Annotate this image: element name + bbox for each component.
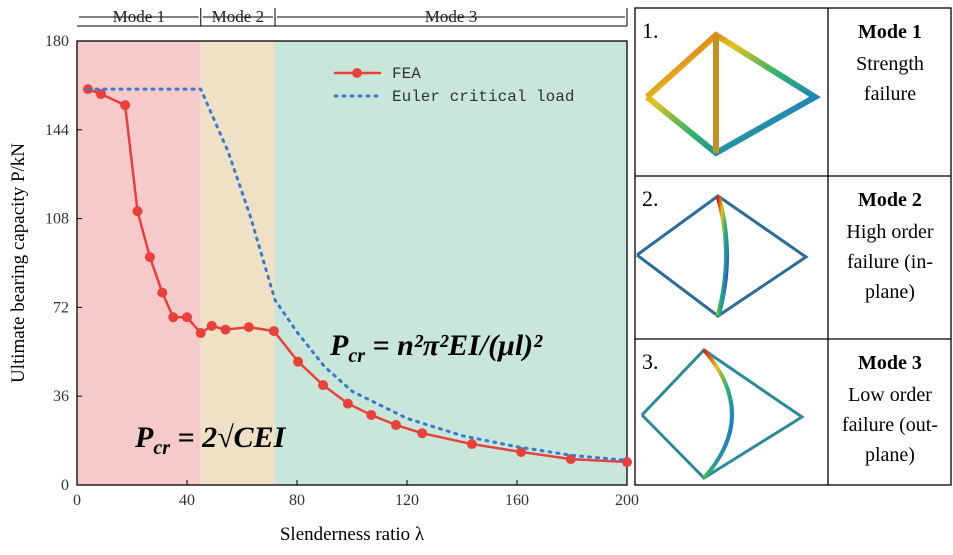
- legend-marker: [352, 68, 362, 78]
- data-point: [391, 420, 401, 430]
- panel-title: Mode 3: [858, 352, 922, 374]
- panel-text: Strength: [856, 53, 924, 75]
- data-point: [157, 288, 167, 298]
- x-tick-label: 40: [179, 492, 195, 509]
- data-point: [366, 410, 376, 420]
- data-point: [343, 399, 353, 409]
- panel-number: 3.: [642, 349, 659, 374]
- panel-text: failure: [864, 83, 916, 105]
- panel-number: 1.: [642, 18, 659, 43]
- formula-sub: cr: [153, 437, 170, 459]
- formula-base: P: [329, 329, 349, 362]
- y-tick-label: 36: [53, 388, 69, 405]
- data-point: [182, 312, 192, 322]
- region-label: Mode 2: [212, 7, 264, 26]
- y-tick-label: 180: [45, 33, 69, 50]
- mode-3-shape: [642, 350, 802, 478]
- data-point: [417, 428, 427, 438]
- mode-1-shape: [647, 35, 815, 153]
- y-tick-label: 72: [53, 299, 69, 316]
- data-point: [244, 322, 254, 332]
- panel-number: 2.: [642, 186, 659, 211]
- panel-text: failure (in-: [847, 251, 933, 273]
- x-tick-label: 200: [615, 492, 639, 509]
- region-label: Mode 3: [425, 7, 477, 26]
- formula-base: P: [134, 421, 154, 454]
- figure: Mode 1 Mode 2 Mode 3 0 40 80 120 160 200 0 36 72 108…: [0, 0, 953, 550]
- data-point: [196, 328, 206, 338]
- data-point: [207, 321, 217, 331]
- x-tick-label: 120: [395, 492, 419, 509]
- data-point: [221, 325, 231, 335]
- panel-text: plane): [865, 444, 915, 466]
- x-tick-label: 80: [289, 492, 305, 509]
- mode-2-shape: [637, 196, 806, 316]
- panel-text: Low order: [848, 384, 932, 406]
- legend-label: Euler critical load: [392, 88, 574, 106]
- formula-rest: = 2√CEI: [170, 421, 287, 454]
- formula-rest: = n²π²EI/(μl)²: [365, 329, 543, 362]
- data-point: [318, 380, 328, 390]
- mode-region: [77, 41, 201, 485]
- x-tick-label: 160: [505, 492, 529, 509]
- data-point: [293, 357, 303, 367]
- x-tick-label: 0: [73, 492, 81, 509]
- panel-title: Mode 1: [858, 21, 922, 43]
- y-tick-label: 0: [61, 477, 69, 494]
- data-point: [133, 206, 143, 216]
- data-point: [145, 252, 155, 262]
- data-point: [120, 100, 130, 110]
- panel-text: High order: [846, 221, 934, 243]
- y-tick-label: 144: [45, 122, 69, 139]
- data-point: [622, 457, 632, 467]
- panel-text: plane): [865, 281, 915, 303]
- legend-label: FEA: [392, 65, 421, 83]
- formula-sub: cr: [348, 345, 365, 367]
- data-point: [168, 312, 178, 322]
- panel-text: failure (out-: [842, 414, 938, 436]
- region-label: Mode 1: [113, 7, 165, 26]
- panel-title: Mode 2: [858, 189, 922, 211]
- x-axis-label: Slenderness ratio λ: [280, 524, 425, 545]
- data-point: [467, 439, 477, 449]
- y-tick-label: 108: [45, 211, 69, 228]
- mode-region: [275, 41, 627, 485]
- data-point: [269, 326, 279, 336]
- y-axis-label: Ultimate bearing capacity P/kN: [8, 143, 29, 383]
